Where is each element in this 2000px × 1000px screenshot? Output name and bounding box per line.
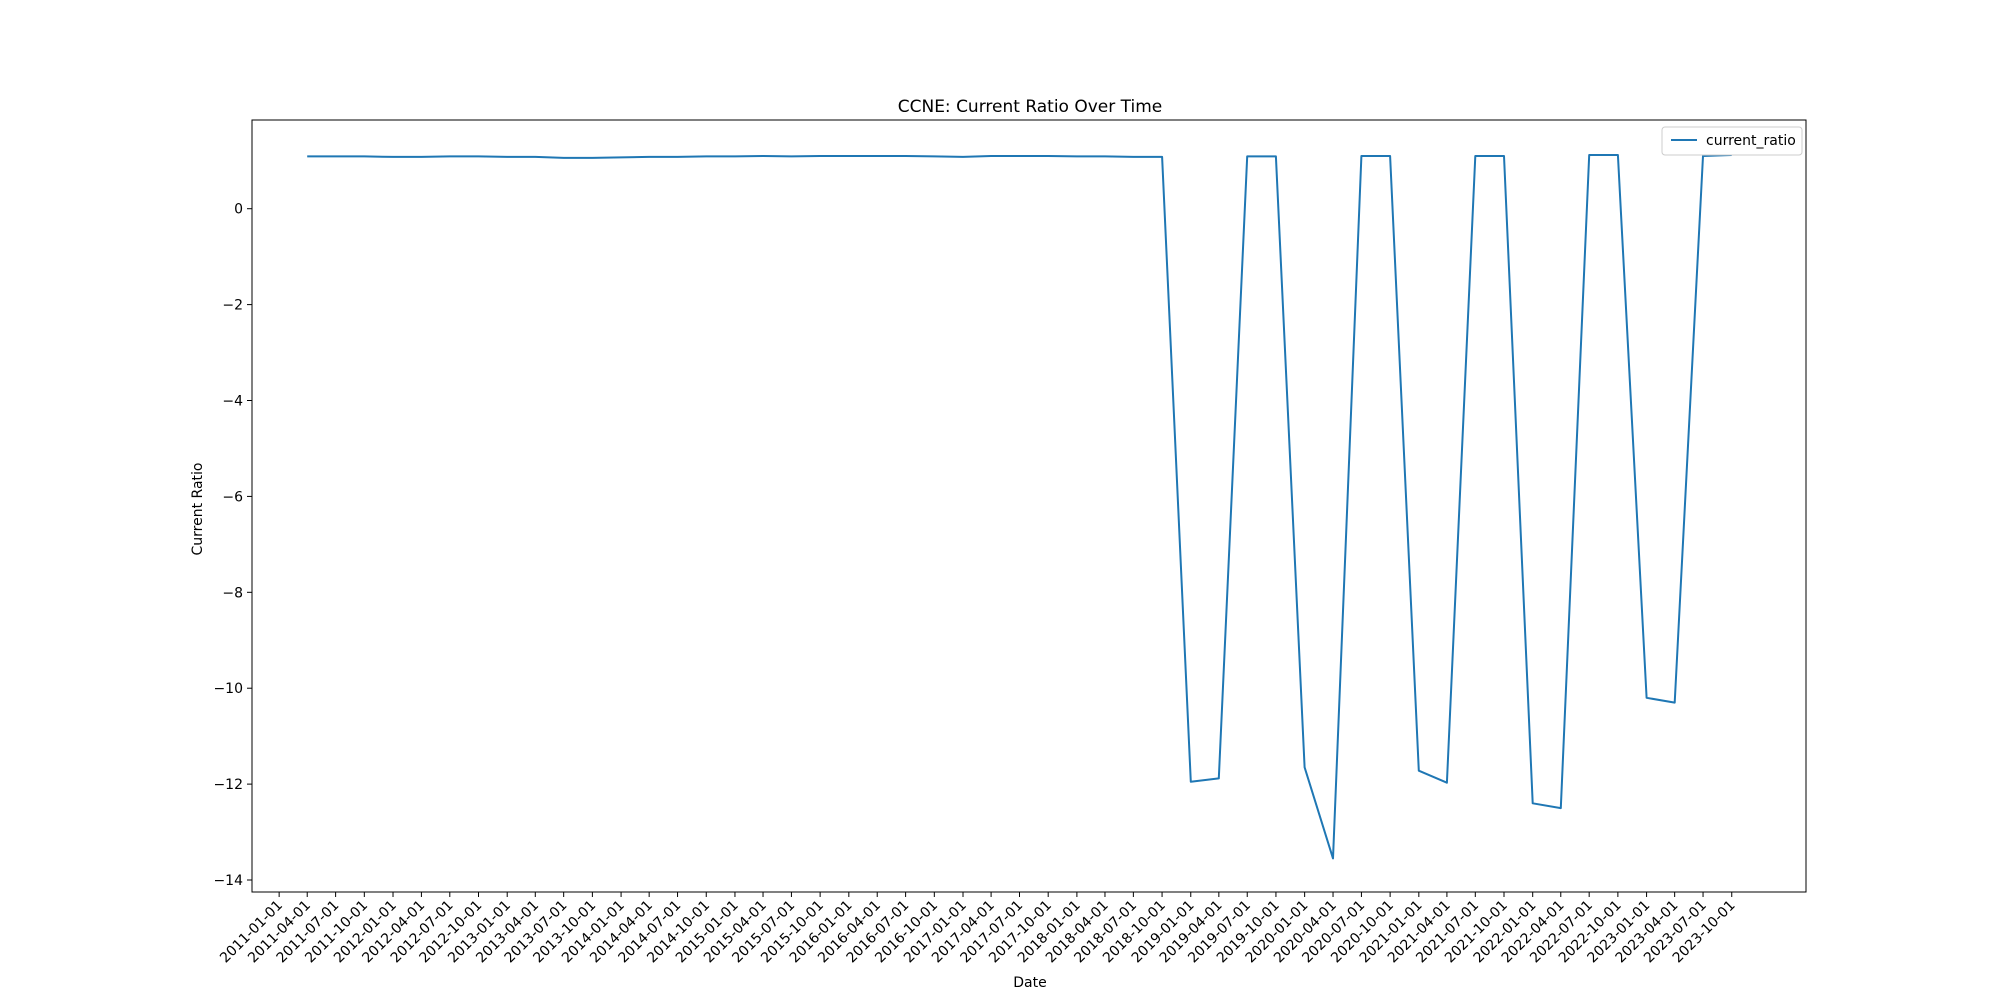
data-point — [648, 156, 650, 158]
y-tick-label: −14 — [213, 873, 243, 889]
data-point — [734, 155, 736, 157]
data-point — [1218, 777, 1220, 779]
data-point — [1646, 697, 1648, 699]
data-point — [1190, 781, 1192, 783]
plot-frame — [251, 119, 1807, 893]
data-point — [848, 155, 850, 157]
data-point — [534, 156, 536, 158]
data-point — [506, 156, 508, 158]
data-point — [392, 156, 394, 158]
data-point — [1076, 155, 1078, 157]
data-point — [1246, 155, 1248, 157]
data-point — [1617, 154, 1619, 156]
data-point — [677, 156, 679, 158]
data-point — [1560, 807, 1562, 809]
data-point — [1532, 802, 1534, 804]
y-tick-label: −6 — [222, 489, 243, 505]
data-point — [363, 155, 365, 157]
y-tick-label: −8 — [222, 585, 243, 601]
y-axis-title: Current Ratio — [190, 463, 206, 556]
legend: current_ratio — [1661, 126, 1803, 156]
data-point — [1161, 156, 1163, 158]
data-point — [478, 155, 480, 157]
data-point — [1104, 155, 1106, 157]
plot-area — [251, 119, 1807, 893]
y-axis: 0 −2 −4 −6 −8 −10 −12 −14 — [213, 202, 252, 889]
x-axis-title: Date — [1013, 975, 1046, 991]
data-point — [1132, 156, 1134, 158]
data-point — [1304, 766, 1306, 768]
data-point — [335, 155, 337, 157]
data-point — [620, 156, 622, 158]
data-point — [1503, 155, 1505, 157]
data-point — [790, 155, 792, 157]
y-tick-label: −12 — [213, 777, 243, 793]
y-tick-label: −2 — [222, 298, 243, 314]
x-axis: 2011-01-012011-04-012011-07-012011-10-01… — [217, 892, 1739, 966]
data-point — [563, 157, 565, 159]
data-point — [1019, 155, 1021, 157]
data-point — [1275, 155, 1277, 157]
data-point — [1332, 857, 1334, 859]
data-point — [1588, 154, 1590, 156]
data-point — [962, 156, 964, 158]
series-layer — [306, 154, 1732, 860]
data-point — [819, 155, 821, 157]
data-point — [591, 157, 593, 159]
data-point — [705, 155, 707, 157]
data-point — [1446, 782, 1448, 784]
y-tick-label: −4 — [222, 394, 243, 410]
legend-label-current-ratio: current_ratio — [1706, 133, 1796, 149]
data-point — [449, 155, 451, 157]
data-point — [1418, 770, 1420, 772]
series-line-current-ratio — [307, 154, 1732, 860]
data-point — [1674, 702, 1676, 704]
chart-title: CCNE: Current Ratio Over Time — [898, 97, 1163, 117]
y-tick-label: −10 — [213, 681, 243, 697]
data-point — [1047, 155, 1049, 157]
data-point — [306, 155, 308, 157]
data-point — [1360, 155, 1362, 157]
data-point — [990, 155, 992, 157]
data-point — [420, 156, 422, 158]
data-point — [1474, 155, 1476, 157]
y-tick-label: 0 — [234, 202, 243, 218]
data-point — [905, 155, 907, 157]
data-point — [933, 155, 935, 157]
data-point — [1389, 155, 1391, 157]
data-point — [876, 155, 878, 157]
data-point — [762, 155, 764, 157]
legend-box — [1661, 126, 1803, 156]
